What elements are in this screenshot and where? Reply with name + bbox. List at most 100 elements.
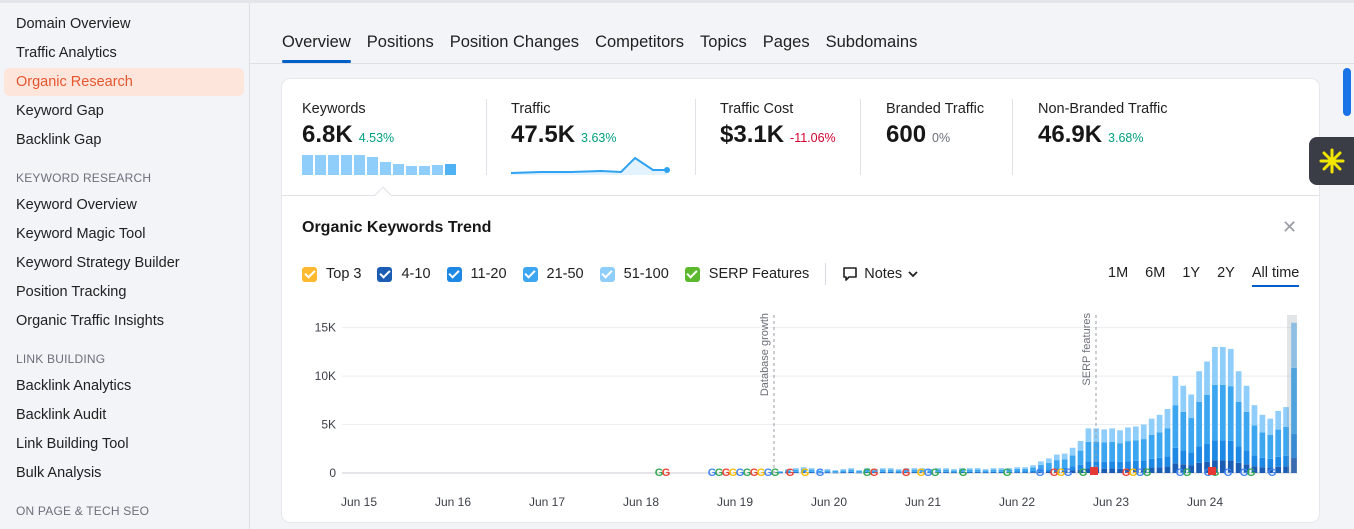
bar-segment bbox=[1291, 367, 1297, 434]
sidebar-item-domain-overview[interactable]: Domain Overview bbox=[16, 16, 131, 32]
bar-segment bbox=[919, 471, 926, 473]
notes-dropdown[interactable]: Notes bbox=[842, 266, 919, 282]
sidebar-item-link-building-tool[interactable]: Link Building Tool bbox=[16, 436, 129, 452]
sidebar-item-backlink-analytics[interactable]: Backlink Analytics bbox=[16, 378, 132, 394]
legend-51-100[interactable]: 51-100 bbox=[599, 266, 669, 282]
chart-bar bbox=[927, 469, 934, 474]
range-all-time[interactable]: All time bbox=[1251, 265, 1300, 287]
scrollbar[interactable] bbox=[1343, 68, 1351, 116]
google-update-icon: G bbox=[1143, 467, 1152, 479]
sidebar-item-keyword-magic-tool[interactable]: Keyword Magic Tool bbox=[16, 226, 146, 242]
chart-bar bbox=[1046, 458, 1052, 473]
legend-label: 4-10 bbox=[401, 266, 431, 282]
bar-segment bbox=[1275, 429, 1282, 457]
bar-segment bbox=[1006, 472, 1013, 474]
legend-4-10[interactable]: 4-10 bbox=[377, 266, 431, 282]
bar-segment bbox=[1196, 401, 1202, 447]
bar-segment bbox=[1101, 442, 1108, 462]
bar-segment bbox=[966, 468, 973, 470]
sidebar-item-organic-traffic-insights[interactable]: Organic Traffic Insights bbox=[16, 313, 165, 329]
range-6m[interactable]: 6M bbox=[1145, 265, 1166, 281]
bar-segment bbox=[1283, 466, 1289, 473]
bar-segment bbox=[1283, 407, 1289, 427]
metric-branded-traffic[interactable]: Branded Traffic 600 0% bbox=[886, 101, 984, 179]
bar-segment bbox=[1235, 401, 1242, 447]
metric-traffic-cost[interactable]: Traffic Cost $3.1K -11.06% bbox=[720, 101, 836, 179]
sidebar-item-keyword-strategy-builder[interactable]: Keyword Strategy Builder bbox=[16, 255, 180, 271]
bar-segment bbox=[966, 472, 973, 474]
bar-segment bbox=[1204, 361, 1210, 395]
tab-topics[interactable]: Topics bbox=[700, 33, 747, 51]
close-icon[interactable]: ✕ bbox=[1282, 217, 1298, 237]
sidebar-item-keyword-gap[interactable]: Keyword Gap bbox=[16, 103, 104, 119]
bar-segment bbox=[903, 469, 910, 472]
bar-segment bbox=[879, 472, 886, 474]
bar-segment bbox=[1204, 444, 1210, 462]
chart-bar bbox=[1267, 418, 1274, 473]
sidebar-item-traffic-analytics[interactable]: Traffic Analytics bbox=[16, 45, 117, 61]
bar-segment bbox=[777, 471, 783, 473]
bar-segment bbox=[816, 470, 823, 473]
tab-pages[interactable]: Pages bbox=[762, 33, 810, 51]
chart-bar bbox=[1196, 371, 1202, 473]
bar-segment bbox=[887, 471, 894, 473]
bar-segment bbox=[1022, 468, 1028, 472]
tab-position-changes[interactable]: Position Changes bbox=[449, 33, 580, 51]
google-update-icon: G bbox=[655, 467, 664, 479]
bar-segment bbox=[1243, 385, 1250, 412]
google-update-icon: G bbox=[1036, 467, 1045, 479]
bar-segment bbox=[816, 472, 823, 474]
metric-keywords[interactable]: Keywords 6.8K 4.53% bbox=[302, 101, 394, 179]
bar-segment bbox=[1085, 441, 1092, 462]
tab-subdomains[interactable]: Subdomains bbox=[825, 33, 918, 51]
google-update-icon: G bbox=[1247, 467, 1256, 479]
tab-positions[interactable]: Positions bbox=[366, 33, 434, 51]
tab-overview[interactable]: Overview bbox=[282, 30, 351, 63]
legend-11-20[interactable]: 11-20 bbox=[446, 266, 507, 282]
chart-bar bbox=[1283, 407, 1289, 473]
bar-segment bbox=[911, 468, 918, 470]
bar-segment bbox=[1053, 454, 1060, 461]
sidebar-item-keyword-overview[interactable]: Keyword Overview bbox=[16, 197, 137, 213]
bar-segment bbox=[943, 472, 949, 474]
chart-bar bbox=[785, 469, 791, 474]
bar-segment bbox=[1125, 468, 1131, 473]
assistant-widget[interactable] bbox=[1309, 137, 1354, 185]
bar-segment bbox=[1156, 467, 1163, 473]
metric-traffic-cost-value: $3.1K bbox=[720, 121, 785, 148]
bar-segment bbox=[990, 472, 997, 474]
metric-traffic[interactable]: Traffic 47.5K 3.63% bbox=[511, 101, 617, 179]
bar-segment bbox=[1014, 467, 1021, 469]
metric-divider bbox=[1012, 99, 1013, 175]
tab-competitors[interactable]: Competitors bbox=[595, 33, 685, 51]
chart-bar bbox=[1243, 385, 1250, 473]
bar-segment bbox=[1109, 468, 1115, 473]
bar-segment bbox=[1125, 427, 1131, 442]
legend-21-50[interactable]: 21-50 bbox=[522, 266, 584, 282]
bar-segment bbox=[1109, 428, 1115, 442]
sidebar-item-position-tracking[interactable]: Position Tracking bbox=[16, 284, 127, 300]
chart-bar bbox=[982, 469, 989, 474]
legend-top-3[interactable]: Top 3 bbox=[302, 266, 361, 282]
sidebar-item-backlink-audit[interactable]: Backlink Audit bbox=[16, 407, 107, 423]
sidebar-item-backlink-gap[interactable]: Backlink Gap bbox=[16, 132, 102, 148]
bar-segment bbox=[1030, 465, 1036, 468]
range-2y[interactable]: 2Y bbox=[1217, 265, 1235, 281]
metric-keywords-value: 6.8K bbox=[302, 121, 353, 148]
range-1y[interactable]: 1Y bbox=[1182, 265, 1201, 281]
x-tick-label: Jun 22 bbox=[999, 495, 1035, 509]
legend-label: 21-50 bbox=[546, 266, 584, 282]
google-update-icon: G bbox=[959, 467, 968, 479]
bar-segment bbox=[1291, 433, 1297, 458]
legend-serp-features[interactable]: SERP Features bbox=[684, 266, 809, 282]
bar-segment bbox=[903, 468, 910, 470]
bar-segment bbox=[1243, 450, 1250, 465]
bar-segment bbox=[1235, 371, 1242, 402]
range-1m[interactable]: 1M bbox=[1108, 265, 1129, 281]
sidebar-item-organic-research[interactable]: Organic Research bbox=[4, 68, 244, 96]
bar-segment bbox=[895, 471, 902, 473]
bar-segment bbox=[927, 470, 934, 472]
sidebar-item-bulk-analysis[interactable]: Bulk Analysis bbox=[16, 465, 102, 481]
metric-non-branded-traffic[interactable]: Non-Branded Traffic 46.9K 3.68% bbox=[1038, 101, 1168, 179]
selected-metric-pointer bbox=[374, 186, 392, 204]
